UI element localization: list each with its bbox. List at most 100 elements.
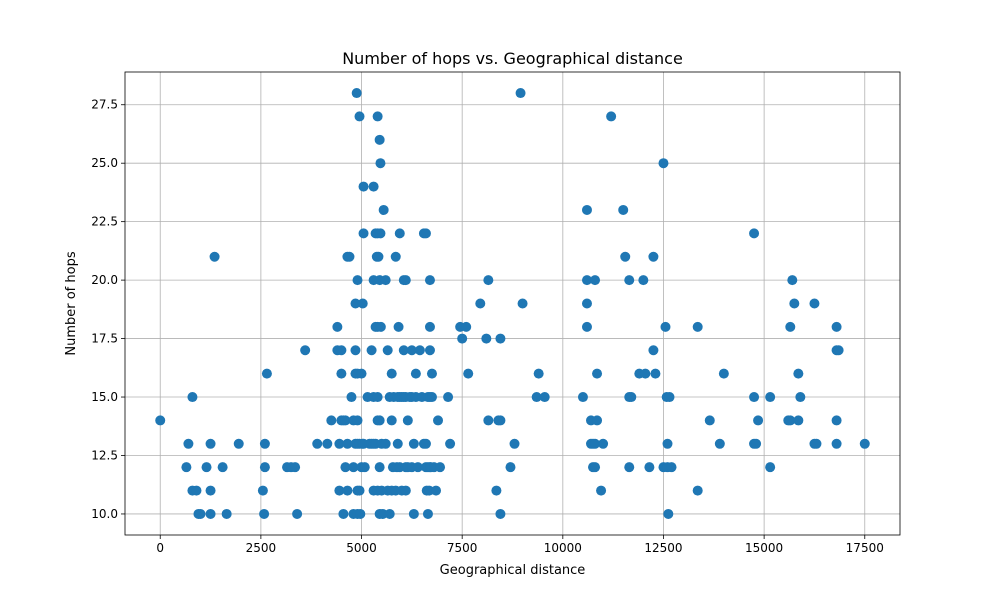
scatter-point: [785, 321, 796, 332]
scatter-point: [431, 485, 442, 496]
scatter-point: [408, 438, 419, 449]
scatter-point: [183, 438, 194, 449]
scatter-point: [831, 415, 842, 426]
scatter-point: [443, 392, 454, 403]
scatter-point: [400, 275, 411, 286]
scatter-point: [191, 485, 202, 496]
scatter-point: [374, 462, 385, 473]
scatter-point: [420, 438, 431, 449]
scatter-point: [749, 392, 760, 403]
scatter-point: [509, 438, 520, 449]
scatter-point: [332, 321, 343, 332]
scatter-point: [793, 415, 804, 426]
scatter-point: [662, 438, 673, 449]
scatter-point: [344, 251, 355, 262]
scatter-point: [424, 275, 435, 286]
scatter-point: [624, 462, 635, 473]
scatter-point: [624, 275, 635, 286]
scatter-point: [257, 485, 268, 496]
scatter-point: [375, 228, 386, 239]
scatter-point: [402, 415, 413, 426]
x-tick-label: 7500: [447, 541, 478, 555]
scatter-point: [259, 462, 270, 473]
scatter-point: [581, 321, 592, 332]
y-tick-label: 25.0: [91, 156, 118, 170]
scatter-point: [233, 438, 244, 449]
scatter-point: [259, 438, 270, 449]
scatter-point: [495, 508, 506, 519]
scatter-point: [831, 321, 842, 332]
scatter-point: [648, 251, 659, 262]
scatter-point: [809, 298, 820, 309]
scatter-point: [340, 415, 351, 426]
scatter-point: [406, 345, 417, 356]
scatter-point: [205, 438, 216, 449]
x-tick-label: 2500: [246, 541, 277, 555]
scatter-point: [187, 392, 198, 403]
scatter-point: [590, 462, 601, 473]
y-tick-label: 20.0: [91, 273, 118, 287]
scatter-point: [398, 345, 409, 356]
scatter-point: [368, 181, 379, 192]
y-tick-label: 22.5: [91, 215, 118, 229]
scatter-point: [408, 508, 419, 519]
scatter-point: [356, 368, 367, 379]
x-tick-label: 5000: [346, 541, 377, 555]
scatter-point: [785, 415, 796, 426]
scatter-point: [372, 392, 383, 403]
scatter-point: [357, 298, 368, 309]
scatter-point: [640, 368, 651, 379]
scatter-point: [666, 462, 677, 473]
scatter-point: [592, 415, 603, 426]
scatter-point: [346, 392, 357, 403]
y-tick-label: 10.0: [91, 507, 118, 521]
scatter-point: [753, 415, 764, 426]
scatter-point: [692, 321, 703, 332]
scatter-point: [394, 228, 405, 239]
scatter-point: [205, 508, 216, 519]
scatter-point: [590, 275, 601, 286]
scatter-point: [765, 392, 776, 403]
scatter-point: [386, 368, 397, 379]
scatter-point: [598, 438, 609, 449]
scatter-point: [342, 485, 353, 496]
scatter-point: [414, 345, 425, 356]
scatter-point: [380, 275, 391, 286]
scatter-point: [618, 204, 629, 215]
scatter-point: [338, 508, 349, 519]
scatter-point: [374, 134, 385, 145]
scatter-point: [581, 275, 592, 286]
scatter-point: [648, 345, 659, 356]
scatter-point: [491, 485, 502, 496]
axis-ticks: 0 2500 5000 7500 10000 12500 15000 17500 10.0 12.…: [91, 98, 884, 555]
scatter-point: [342, 438, 353, 449]
scatter-point: [155, 415, 166, 426]
scatter-point: [433, 415, 444, 426]
scatter-point: [531, 392, 542, 403]
scatter-point: [392, 438, 403, 449]
scatter-point: [410, 368, 421, 379]
scatter-point: [658, 158, 669, 169]
x-tick-label: 12500: [644, 541, 682, 555]
scatter-point: [358, 181, 369, 192]
scatter-point: [626, 392, 637, 403]
scatter-point: [481, 333, 492, 344]
scatter-point: [378, 204, 389, 215]
scatter-point: [461, 321, 472, 332]
scatter-point: [336, 345, 347, 356]
y-axis-label: Number of hops: [64, 251, 79, 355]
scatter-point: [209, 251, 220, 262]
scatter-point: [663, 508, 674, 519]
scatter-point: [334, 438, 345, 449]
scatter-point: [359, 462, 370, 473]
scatter-point: [384, 508, 395, 519]
scatter-point: [638, 275, 649, 286]
scatter-point: [348, 462, 359, 473]
scatter-point: [375, 321, 386, 332]
scatter-point: [483, 415, 494, 426]
scatter-point: [445, 438, 456, 449]
scatter-point: [354, 485, 365, 496]
scatter-point: [650, 368, 661, 379]
x-tick-label: 17500: [846, 541, 884, 555]
scatter-point: [393, 321, 404, 332]
